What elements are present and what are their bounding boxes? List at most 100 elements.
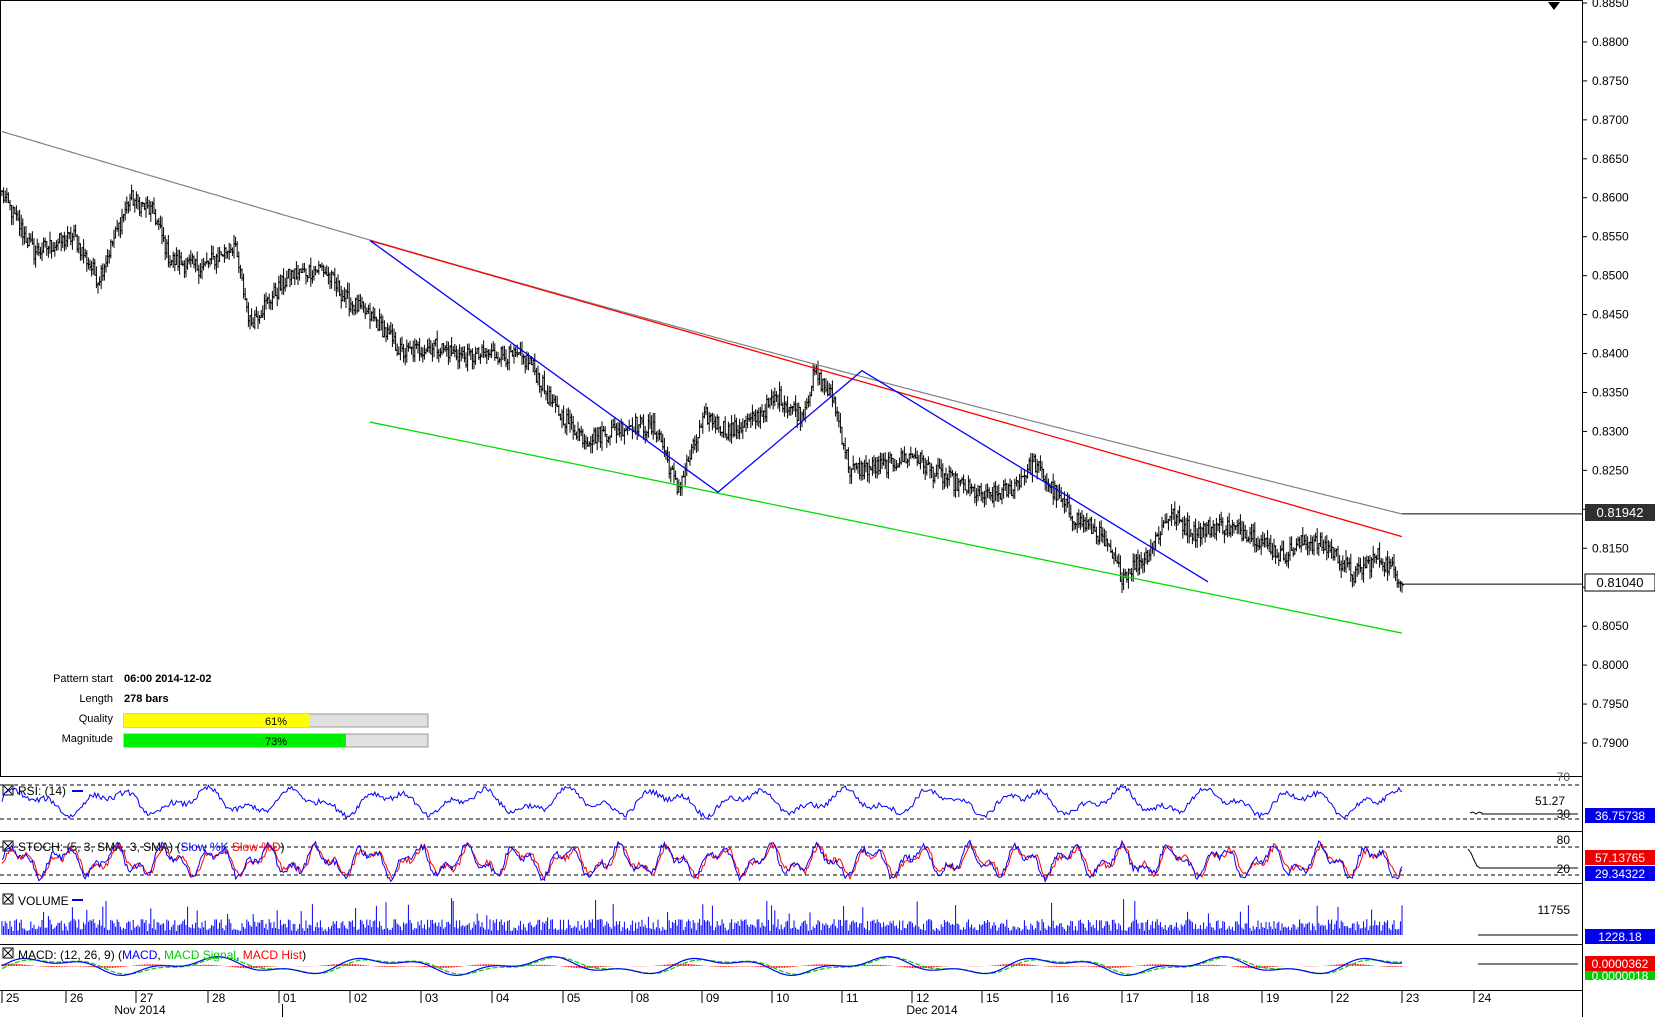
day-label: 01 [283,991,297,1005]
day-label: 19 [1266,991,1280,1005]
rsi-title: RSI: (14) [18,784,66,798]
day-label: 27 [140,991,154,1005]
day-label: 22 [1336,991,1350,1005]
price-tick-label: 0.8650 [1592,152,1629,166]
volume-tick: 11755 [1538,903,1571,917]
rsi-leader-line [1469,811,1578,815]
quality-percent: 61% [265,716,287,728]
macd-value2-box [1585,970,1655,980]
pattern-length-value: 278 bars [124,693,169,705]
macd-label: MACD [122,948,158,962]
volume-title: VOLUME [18,894,69,908]
price-tick-label: 0.8550 [1592,230,1629,244]
price-tick-label: 0.8750 [1592,74,1629,88]
price-axis-ticks: 0.8850 0.8800 0.8750 0.8700 0.8650 0.8600 0.85… [1582,0,1629,750]
ma-price-label: 0.81942 [1585,504,1655,521]
rsi-panel: RSI: (14) 70 51.27 30 36.75738 [0,770,1655,823]
rsi-value-box [1585,808,1655,823]
day-label: 15 [986,991,1000,1005]
magnitude-percent: 73% [265,736,287,748]
ma-price-text: 0.81942 [1597,505,1644,520]
price-bars [0,184,1404,593]
macd-histogram [1,963,1403,969]
stoch-k-value: 57.13765 [1595,851,1645,865]
day-label: 17 [1126,991,1140,1005]
day-label: 09 [706,991,720,1005]
main-panel-frame [0,0,1583,777]
channel-upper-line [369,239,1403,538]
volume-value-box [1585,929,1655,944]
pattern-start-value: 06:00 2014-12-02 [124,673,211,685]
quality-bar-fill [124,714,310,727]
price-tick-label: 0.8300 [1592,424,1629,438]
price-tick-label: 0.8150 [1592,541,1629,555]
price-tick-label: 0.8000 [1592,658,1629,672]
rsi-value: 36.75738 [1595,809,1645,823]
macd-title: MACD: (12, 26, 9) (MACD, MACD Signal, MA… [18,948,306,962]
stoch-d-line [1,841,1403,881]
day-label: 04 [496,991,510,1005]
macd-value2: 0.0000018 [1592,969,1649,983]
month-label-dec: Dec 2014 [906,1003,958,1017]
rsi-tick-70: 70 [1557,770,1571,784]
stoch-d-value: 29.34322 [1595,867,1645,881]
pattern-length-label: Length [79,693,113,705]
pattern-info: Pattern start 06:00 2014-12-02 Length 27… [53,673,429,748]
price-leader-line [1401,583,1582,585]
magnitude-bar-fill [124,734,346,747]
day-label: 05 [567,991,581,1005]
price-tick-label: 0.8050 [1592,619,1629,633]
moving-average-line [1,130,1403,515]
day-label: 11 [846,991,859,1005]
price-tick-label: 0.8850 [1592,0,1629,10]
macd-signal-label: MACD Signal [164,948,236,962]
price-tick-label: 0.8350 [1592,385,1629,399]
price-tick-label: 0.8400 [1592,347,1629,361]
pattern-start-label: Pattern start [53,673,113,685]
macd-title-suffix: ) [302,948,306,962]
macd-panel: MACD: (12, 26, 9) (MACD, MACD Signal, MA… [1,947,1655,983]
day-label: 10 [776,991,790,1005]
last-price-label: 0.81040 [1584,573,1655,592]
macd-value: 0.0000362 [1592,957,1649,971]
day-label: 24 [1478,991,1492,1005]
stoch-tick-20: 20 [1557,862,1571,876]
stoch-k-label: Slow %K [180,840,228,854]
stoch-close-x [3,841,13,851]
stoch-leader-line [1467,848,1578,869]
month-label-nov: Nov 2014 [114,1003,166,1017]
price-tick-label: 0.8600 [1592,191,1629,205]
stoch-panel: STOCH: (5, 3, SMA, 3, SMA) (Slow %K Slow… [0,833,1655,883]
macd-close-x [3,948,13,958]
day-label: 28 [212,991,226,1005]
day-label: 16 [1056,991,1070,1005]
volume-bars [1,898,1403,935]
last-price-text: 0.81040 [1597,575,1644,590]
price-tick-label: 0.7950 [1592,697,1629,711]
price-tick-label: 0.8500 [1592,269,1629,283]
macd-title-prefix: MACD: (12, 26, 9) ( [18,948,122,962]
macd-main-line [1,955,1403,977]
macd-value-box [1585,956,1655,971]
stoch-title-suffix: ) [281,840,285,854]
volume-value: 1228.18 [1598,930,1642,944]
stoch-title-prefix: STOCH: (5, 3, SMA, 3, SMA) ( [18,840,180,854]
channel-lower-line [369,421,1403,634]
stoch-k-line [1,839,1403,883]
day-label: 03 [425,991,439,1005]
stoch-d-value-box [1585,866,1655,881]
volume-close-x [3,894,13,904]
stoch-title: STOCH: (5, 3, SMA, 3, SMA) (Slow %K Slow… [18,840,285,854]
price-tick-label: 0.8700 [1592,113,1629,127]
day-label: 23 [1406,991,1420,1005]
macd-signal-line [1,956,1403,975]
pattern-zigzag-line [369,240,1209,583]
day-label: 12 [916,991,930,1005]
price-tick-label: 0.8250 [1592,463,1629,477]
scroll-marker-icon[interactable] [1548,2,1560,10]
rsi-tick-30: 30 [1557,807,1571,821]
price-tick-label: 0.7900 [1592,736,1629,750]
day-label: 02 [354,991,368,1005]
ohlc-bar [697,419,702,439]
